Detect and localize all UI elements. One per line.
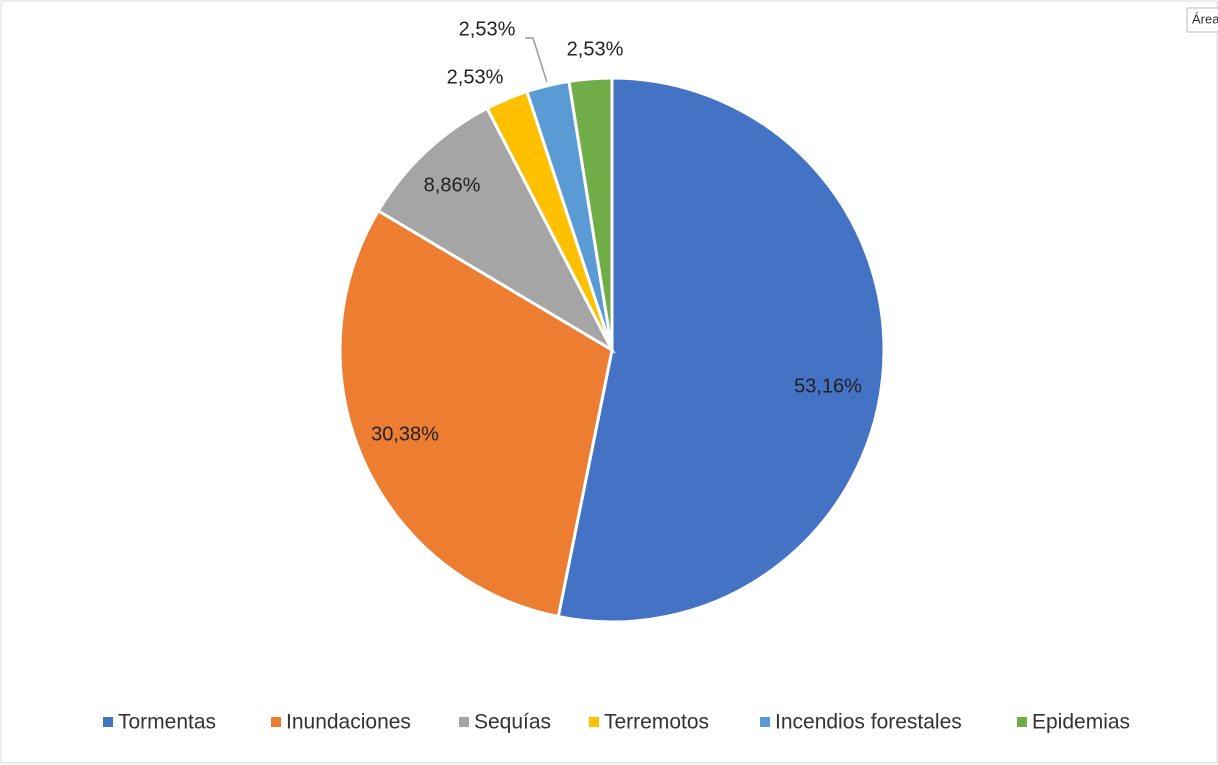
legend-label: Incendios forestales bbox=[775, 711, 962, 734]
data-label: 2,53% bbox=[459, 18, 516, 40]
legend-label: Epidemias bbox=[1032, 711, 1130, 734]
legend-swatch bbox=[589, 717, 599, 727]
legend-label: Inundaciones bbox=[286, 711, 411, 734]
data-label: 53,16% bbox=[794, 375, 862, 397]
pie-slice bbox=[556, 76, 886, 624]
tooltip: Área bbox=[1192, 11, 1218, 26]
data-label: 2,53% bbox=[447, 66, 504, 88]
pie-slice bbox=[376, 106, 616, 354]
legend-swatch bbox=[1017, 717, 1027, 727]
legend-swatch bbox=[760, 717, 770, 727]
data-label: 2,53% bbox=[567, 38, 624, 60]
data-label: 30,38% bbox=[371, 423, 439, 445]
tooltip-box bbox=[1186, 7, 1218, 33]
data-label: 8,86% bbox=[424, 174, 481, 196]
legend-label: Tormentas bbox=[118, 711, 216, 734]
legend-label: Sequías bbox=[474, 711, 551, 734]
legend-swatch bbox=[271, 717, 281, 727]
legend-label: Terremotos bbox=[604, 711, 709, 734]
leader-line bbox=[525, 37, 548, 83]
pie-slice bbox=[338, 208, 614, 619]
legend-swatch bbox=[103, 717, 113, 727]
pie-slice bbox=[567, 76, 614, 351]
legend-swatch bbox=[459, 717, 469, 727]
